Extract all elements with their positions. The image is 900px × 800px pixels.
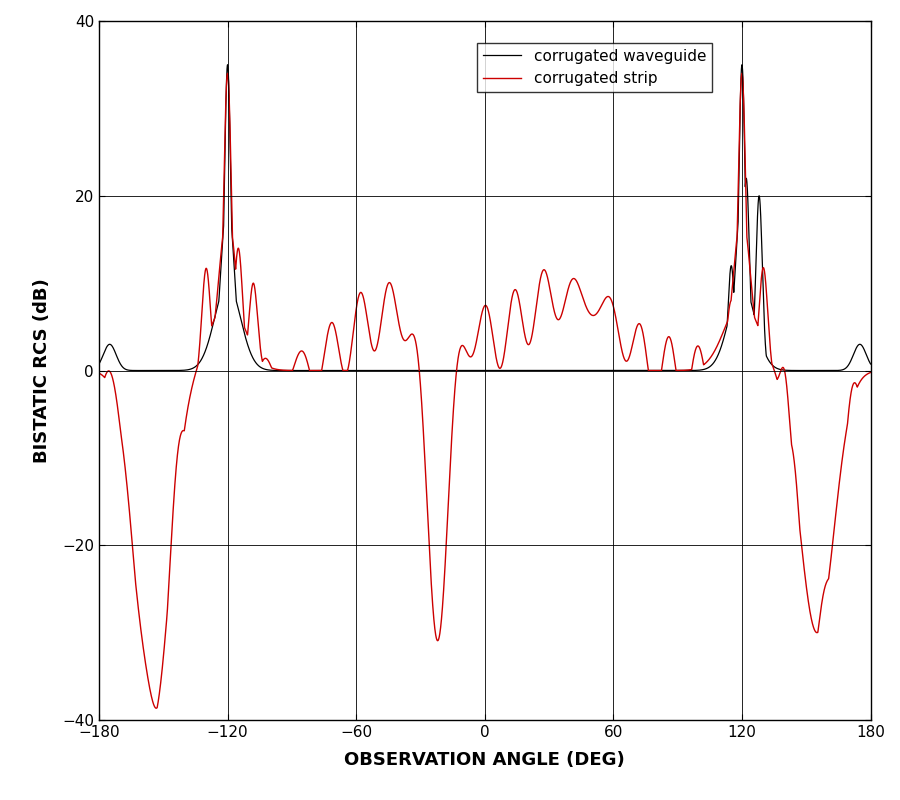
corrugated waveguide bbox=[95, 356, 106, 366]
corrugated strip bbox=[865, 368, 876, 378]
corrugated waveguide bbox=[659, 366, 670, 375]
Y-axis label: BISTATIC RCS (dB): BISTATIC RCS (dB) bbox=[33, 278, 51, 463]
corrugated strip bbox=[806, 616, 817, 626]
corrugated waveguide bbox=[806, 366, 817, 375]
Line: corrugated strip: corrugated strip bbox=[99, 74, 870, 708]
corrugated strip bbox=[151, 703, 162, 713]
X-axis label: OBSERVATION ANGLE (DEG): OBSERVATION ANGLE (DEG) bbox=[345, 751, 626, 769]
corrugated strip bbox=[94, 368, 104, 378]
Line: corrugated waveguide: corrugated waveguide bbox=[99, 65, 870, 370]
corrugated waveguide bbox=[94, 359, 104, 369]
corrugated strip bbox=[495, 363, 506, 373]
corrugated waveguide bbox=[222, 60, 233, 70]
corrugated waveguide bbox=[347, 366, 358, 375]
corrugated waveguide bbox=[590, 366, 601, 375]
corrugated waveguide bbox=[480, 366, 491, 375]
corrugated strip bbox=[590, 310, 601, 319]
Legend: corrugated waveguide, corrugated strip: corrugated waveguide, corrugated strip bbox=[477, 42, 712, 93]
corrugated strip bbox=[347, 331, 358, 341]
corrugated waveguide bbox=[495, 366, 506, 375]
corrugated strip bbox=[659, 347, 670, 357]
corrugated waveguide bbox=[865, 359, 876, 369]
corrugated strip bbox=[95, 369, 106, 378]
corrugated strip bbox=[736, 69, 747, 78]
